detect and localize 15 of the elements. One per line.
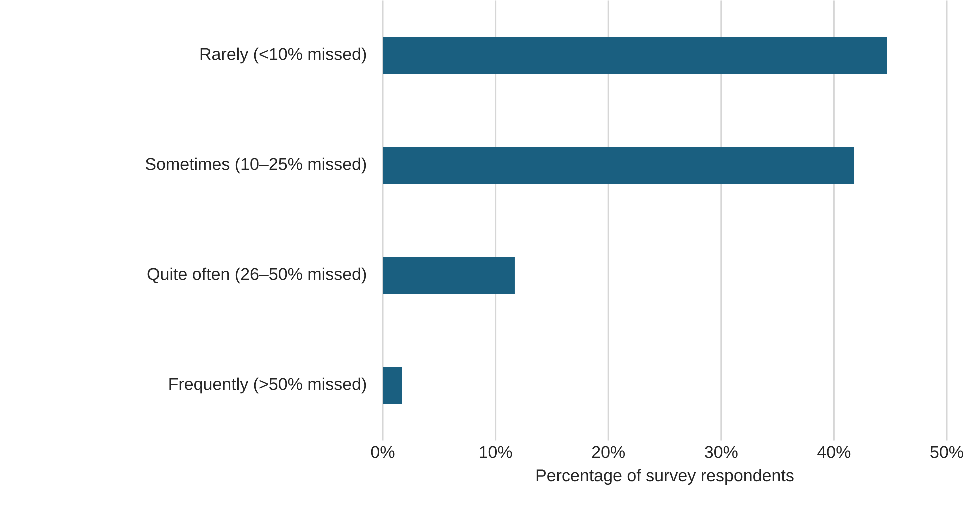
bar [383,367,402,404]
x-tick-label: 50% [930,446,964,458]
bar [383,257,515,294]
x-tick-label: 10% [480,446,512,458]
y-tick-label: Quite often (26–50% missed) [148,268,366,284]
bar [383,37,888,74]
x-axis-title: Percentage of survey respondents [536,469,794,486]
x-tick-label: 20% [592,446,625,458]
x-tick-label: 30% [705,446,738,458]
y-tick-label: Rarely (<10% missed) [200,48,366,64]
bar [383,147,855,184]
x-tick-label: 40% [818,446,851,458]
y-tick-label: Sometimes (10–25% missed) [146,158,366,174]
y-tick-label: Frequently (>50% missed) [170,378,366,394]
x-tick-label: 0% [371,446,395,458]
